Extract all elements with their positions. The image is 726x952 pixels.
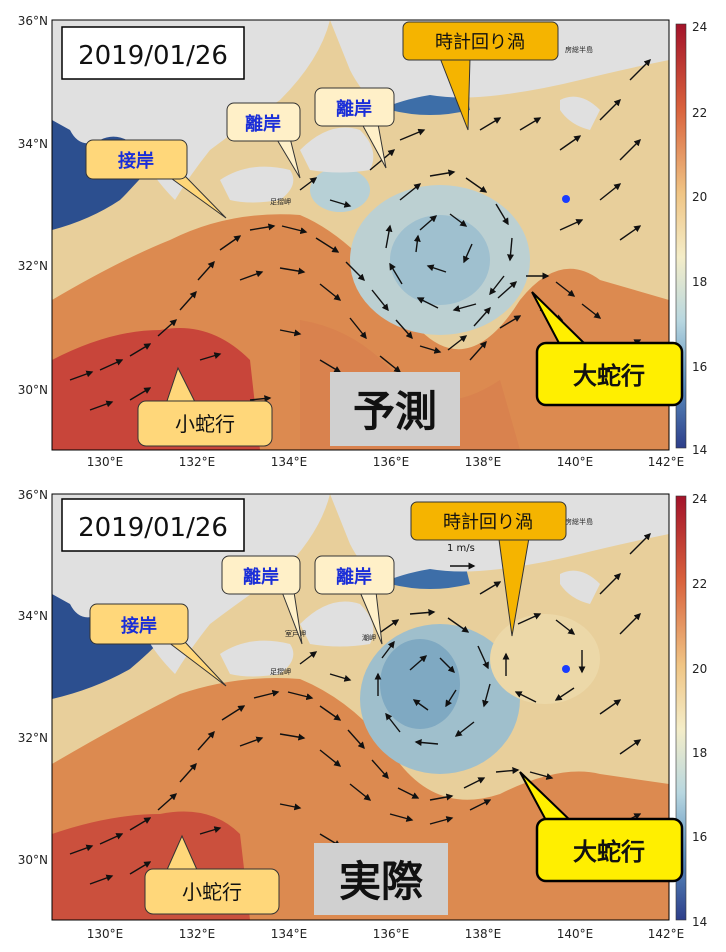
callout-text: 離岸 [243, 566, 279, 588]
callout-text: 離岸 [336, 98, 372, 120]
callout-text: 小蛇行 [182, 880, 242, 904]
callout-text: 離岸 [336, 566, 372, 588]
callout-offshore-2: 離岸 [314, 555, 395, 645]
date-box [61, 498, 245, 552]
lat-tick: 30°N [18, 853, 48, 867]
callout-text: 大蛇行 [573, 362, 645, 390]
lon-tick: 138°E [465, 455, 502, 469]
callout-clockwise-eddy: 時計回り渦 [410, 501, 567, 637]
place-ashizuri: 足摺岬 [270, 667, 291, 676]
lon-tick: 132°E [179, 927, 216, 941]
scale-label: 1 m/s [447, 543, 475, 554]
lon-tick: 140°E [557, 455, 594, 469]
observation-point [562, 665, 570, 673]
colorbar-tick: 16 [692, 830, 707, 844]
colorbar-ticks: 24 22 20 18 16 14 [692, 492, 707, 929]
lon-tick: 142°E [648, 455, 685, 469]
forecast-map: 足摺岬 房総半島 30°N 32°N 34°N 36°N 130°E 132°E… [18, 14, 708, 469]
lon-tick: 130°E [87, 927, 124, 941]
lon-tick: 136°E [373, 927, 410, 941]
callout-clockwise-eddy: 時計回り渦 [402, 21, 559, 131]
callout-text: 小蛇行 [175, 412, 235, 436]
lon-axis: 130°E 132°E 134°E 136°E 138°E 140°E 142°… [87, 927, 685, 941]
lon-tick: 134°E [271, 927, 308, 941]
lat-tick: 30°N [18, 383, 48, 397]
lat-tick: 32°N [18, 731, 48, 745]
stamp-box [330, 372, 460, 446]
callout-text: 離岸 [245, 113, 281, 135]
lon-tick: 142°E [648, 927, 685, 941]
colorbar-tick: 22 [692, 106, 707, 120]
stamp-box [314, 843, 448, 915]
callout-text: 接岸 [118, 150, 154, 172]
lon-tick: 130°E [87, 455, 124, 469]
forecast-panel: 足摺岬 房総半島 30°N 32°N 34°N 36°N 130°E 132°E… [0, 0, 726, 474]
actual-panel: 足摺岬 室戸岬 潮岬 房総半島 1 m/s 30°N 32°N 34°N 36°… [0, 474, 726, 948]
place-ashizuri: 足摺岬 [270, 197, 291, 206]
callout-offshore-2: 離岸 [314, 87, 395, 169]
date-label: 2019/01/26 [78, 41, 228, 71]
lon-tick: 136°E [373, 455, 410, 469]
callout-large-meander: 大蛇行 [531, 291, 684, 407]
callout-small-meander: 小蛇行 [144, 834, 280, 915]
place-muroto: 室戸岬 [285, 629, 306, 638]
lon-tick: 138°E [465, 927, 502, 941]
place-shionomisaki: 潮岬 [362, 633, 376, 642]
colorbar-tick: 20 [692, 190, 707, 204]
lat-axis: 30°N 32°N 34°N 36°N [18, 14, 48, 397]
observation-point [562, 195, 570, 203]
colorbar-tick: 18 [692, 275, 707, 289]
colorbar-tick: 14 [692, 915, 707, 929]
lon-tick: 140°E [557, 927, 594, 941]
actual-map: 足摺岬 室戸岬 潮岬 房総半島 1 m/s 30°N 32°N 34°N 36°… [18, 488, 708, 941]
colorbar [675, 23, 687, 449]
stamp-label: 予測 [353, 387, 437, 436]
callout-text: 接岸 [121, 615, 157, 637]
callout-small-meander: 小蛇行 [137, 366, 273, 447]
lat-tick: 36°N [18, 488, 48, 502]
callout-nearshore: 接岸 [89, 603, 227, 687]
colorbar-ticks: 24 22 20 18 16 14 [692, 20, 707, 457]
colorbar [675, 495, 687, 921]
place-boso: 房総半島 [565, 517, 593, 526]
lon-axis: 130°E 132°E 134°E 136°E 138°E 140°E 142°… [87, 455, 685, 469]
colorbar-tick: 18 [692, 746, 707, 760]
callout-text: 時計回り渦 [435, 32, 525, 53]
stamp-label: 実際 [339, 857, 423, 906]
colorbar-tick: 14 [692, 443, 707, 457]
callout-offshore-1: 離岸 [221, 555, 303, 645]
place-boso: 房総半島 [565, 45, 593, 54]
colorbar-tick: 20 [692, 662, 707, 676]
callout-text: 大蛇行 [573, 838, 645, 866]
colorbar-tick: 24 [692, 492, 707, 506]
lat-tick: 32°N [18, 259, 48, 273]
lat-tick: 34°N [18, 137, 48, 151]
lon-tick: 134°E [271, 455, 308, 469]
lat-tick: 36°N [18, 14, 48, 28]
date-label: 2019/01/26 [78, 513, 228, 543]
colorbar-tick: 24 [692, 20, 707, 34]
lat-tick: 34°N [18, 609, 48, 623]
colorbar-tick: 22 [692, 577, 707, 591]
lat-axis: 30°N 32°N 34°N 36°N [18, 488, 48, 867]
callout-nearshore: 接岸 [85, 139, 227, 219]
date-box [61, 26, 245, 80]
lon-tick: 132°E [179, 455, 216, 469]
colorbar-tick: 16 [692, 360, 707, 374]
callout-text: 時計回り渦 [443, 512, 533, 533]
callout-offshore-1: 離岸 [226, 102, 301, 179]
callout-large-meander: 大蛇行 [519, 771, 684, 883]
